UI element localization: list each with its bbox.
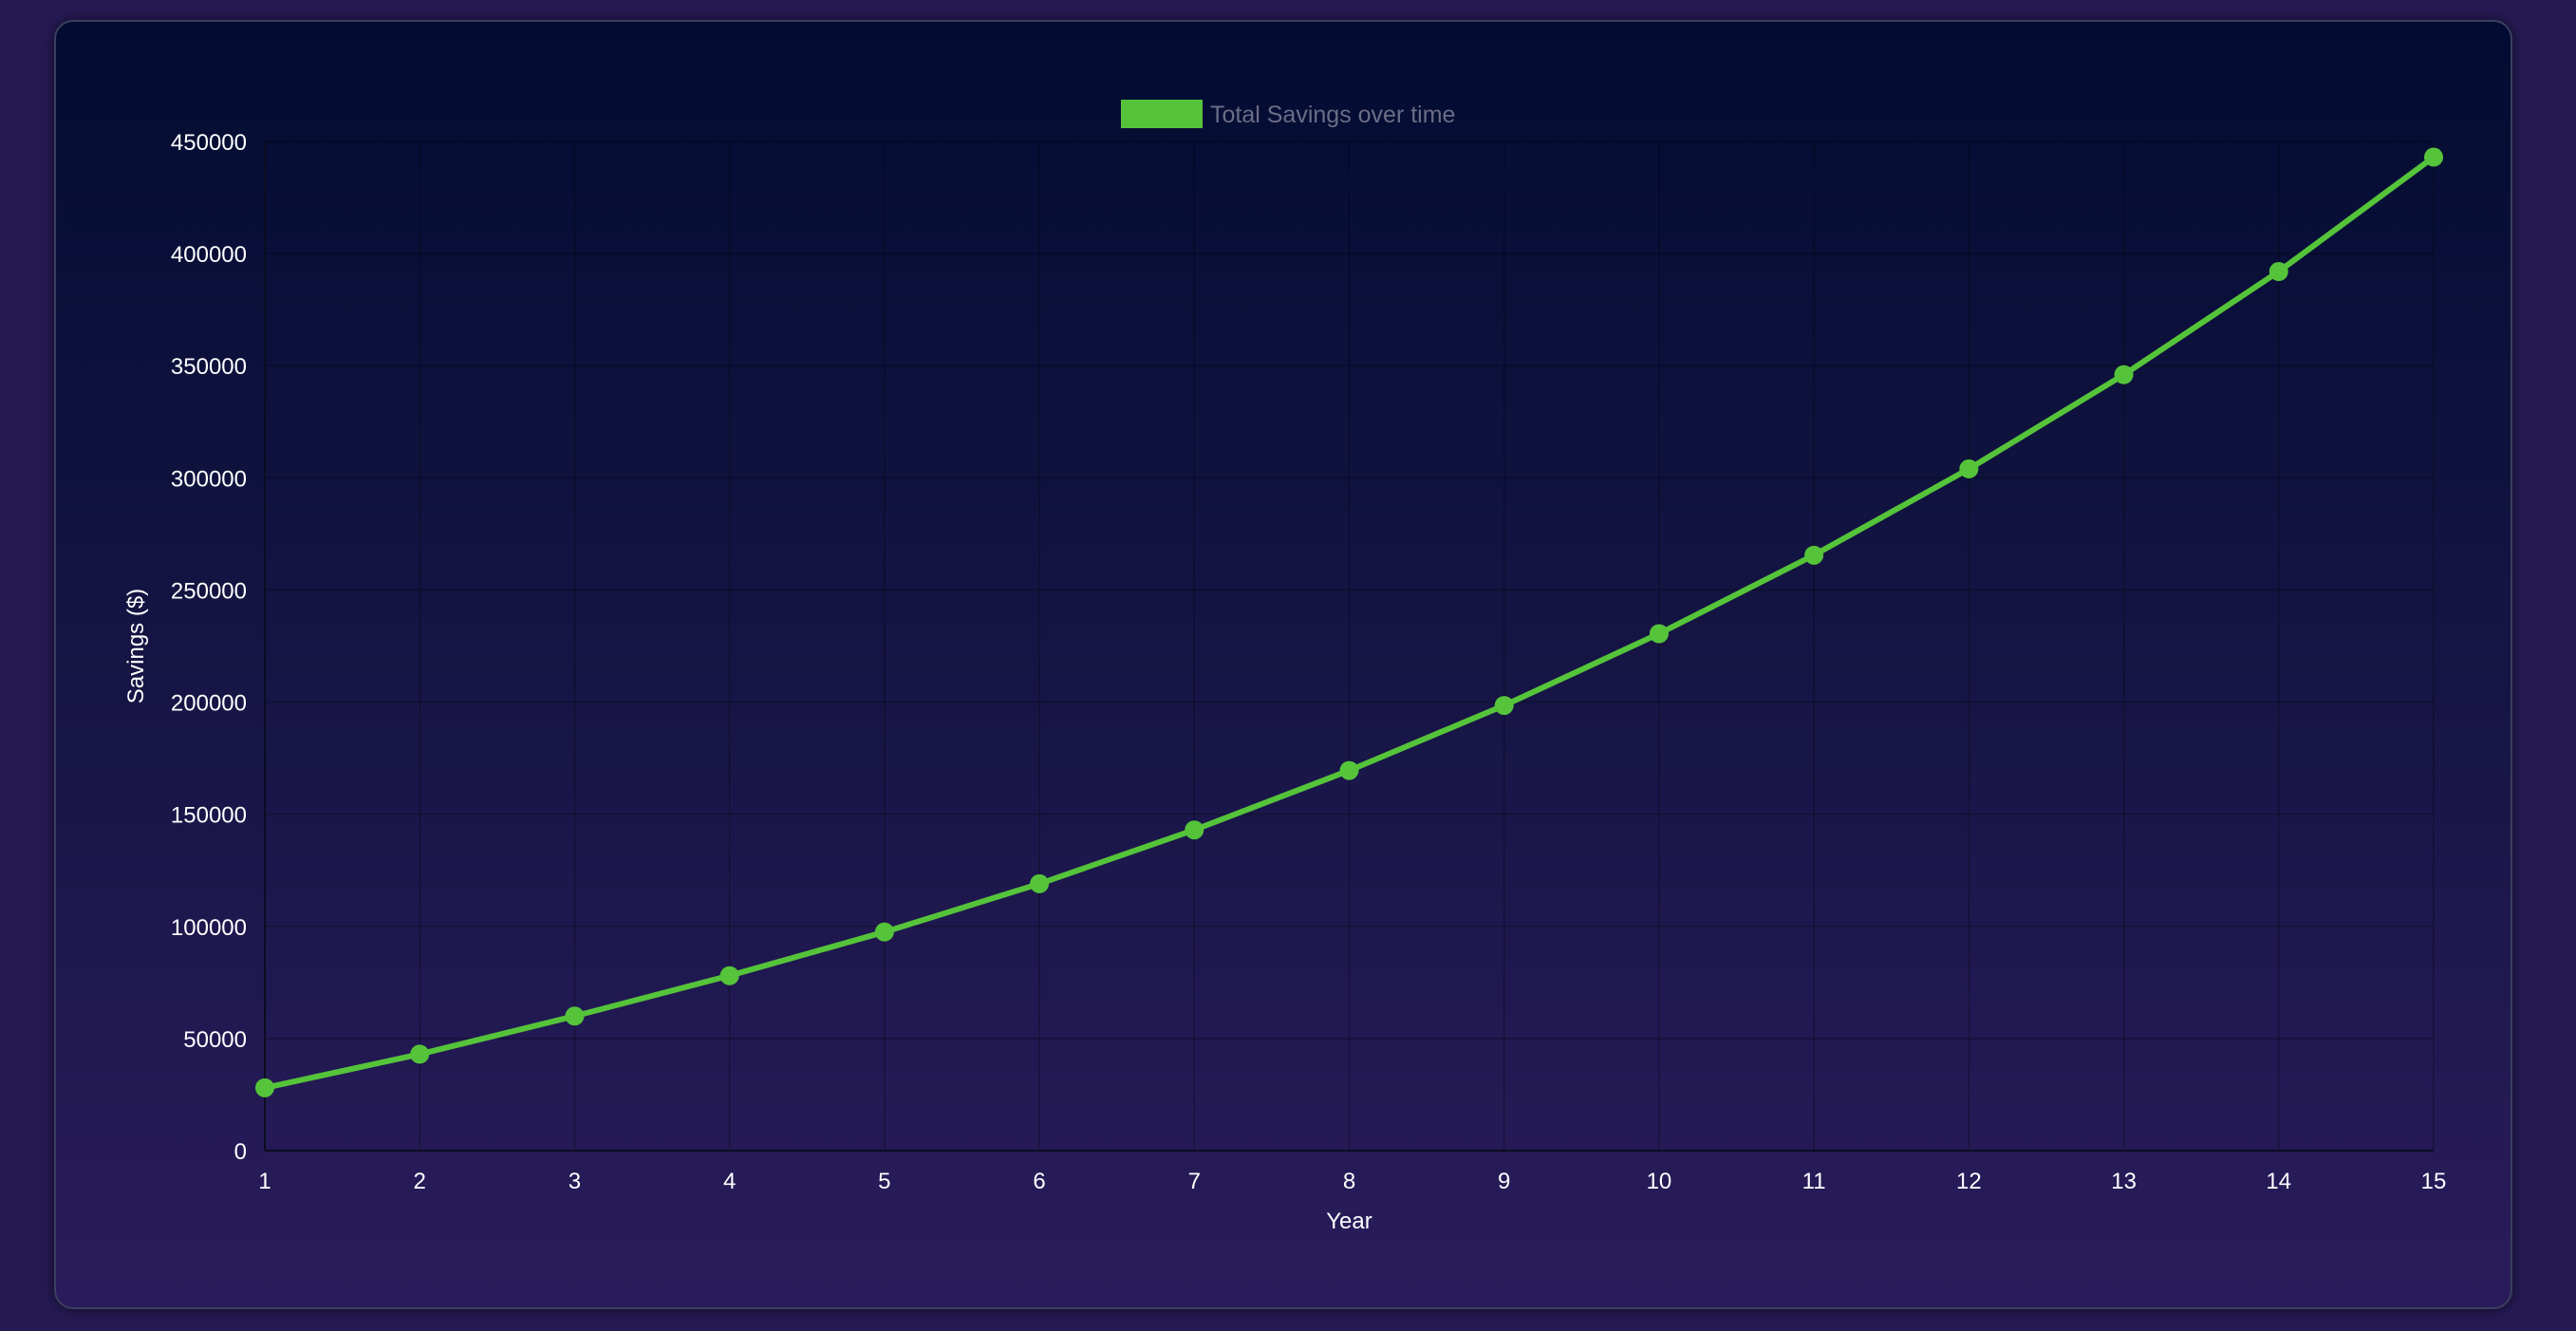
x-tick-label: 8 [1343,1169,1355,1194]
y-tick-label: 300000 [171,466,247,492]
x-tick-label: 1 [258,1169,271,1194]
x-tick-label: 4 [723,1169,736,1194]
x-tick-label: 13 [2111,1169,2137,1194]
y-tick-label: 400000 [171,242,247,268]
y-tick-label: 150000 [171,803,247,829]
series-group [255,147,2443,1097]
y-tick-labels: 0 50000 100000 150000 200000 250000 300000 3500… [171,130,247,1165]
savings-line-chart: 0 50000 100000 150000 200000 250000 300000 3500… [123,100,2446,1234]
data-point[interactable] [1959,459,1979,478]
x-tick-label: 2 [414,1169,426,1194]
data-point[interactable] [1804,545,1824,565]
data-point[interactable] [255,1078,274,1097]
data-point[interactable] [2268,262,2288,282]
x-tick-label: 6 [1033,1169,1045,1194]
data-point[interactable] [719,965,739,985]
data-point[interactable] [410,1044,430,1064]
x-tick-label: 7 [1188,1169,1201,1194]
y-tick-label: 200000 [171,691,247,717]
data-point[interactable] [1185,820,1204,840]
x-tick-label: 11 [1802,1169,1826,1194]
y-tick-label: 450000 [171,130,247,156]
y-axis-title: Savings ($) [123,589,149,703]
legend-label[interactable]: Total Savings over time [1210,102,1455,128]
axes [264,141,2434,1152]
x-tick-label: 3 [569,1169,581,1194]
y-tick-label: 100000 [171,915,247,941]
legend-swatch[interactable] [1121,100,1203,128]
x-tick-labels: 1 2 3 4 5 6 7 8 9 10 11 12 13 14 15 [258,1169,2446,1194]
data-point[interactable] [874,922,894,942]
data-point[interactable] [2424,147,2443,167]
x-tick-label: 12 [1956,1169,1982,1194]
x-tick-label: 5 [878,1169,890,1194]
y-tick-label: 50000 [183,1027,247,1053]
data-point[interactable] [2114,365,2134,384]
legend[interactable]: Total Savings over time [1121,100,1455,128]
x-axis-title: Year [1326,1209,1372,1234]
chart-card: 0 50000 100000 150000 200000 250000 300000 3500… [54,20,2512,1309]
data-point[interactable] [1649,624,1669,644]
y-tick-label: 350000 [171,354,247,380]
y-tick-label: 250000 [171,578,247,604]
x-tick-label: 10 [1647,1169,1672,1194]
x-tick-label: 9 [1498,1169,1510,1194]
grid-lines [264,141,2435,1152]
data-point[interactable] [1494,696,1514,716]
x-tick-label: 14 [2266,1169,2291,1194]
data-point[interactable] [1030,873,1050,893]
x-tick-label: 15 [2421,1169,2447,1194]
data-point[interactable] [565,1006,585,1026]
data-point[interactable] [1339,760,1359,780]
y-tick-label: 0 [234,1139,247,1165]
